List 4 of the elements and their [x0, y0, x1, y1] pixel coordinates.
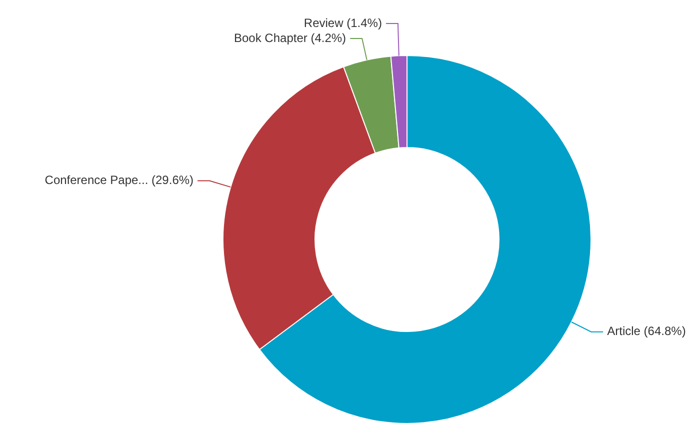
slice-label: Review (1.4%): [304, 16, 382, 30]
slice-label: Conference Pape... (29.6%): [44, 173, 194, 188]
slice-label: Article (64.8%): [607, 324, 686, 338]
slice-label: Book Chapter (4.2%): [234, 30, 346, 45]
